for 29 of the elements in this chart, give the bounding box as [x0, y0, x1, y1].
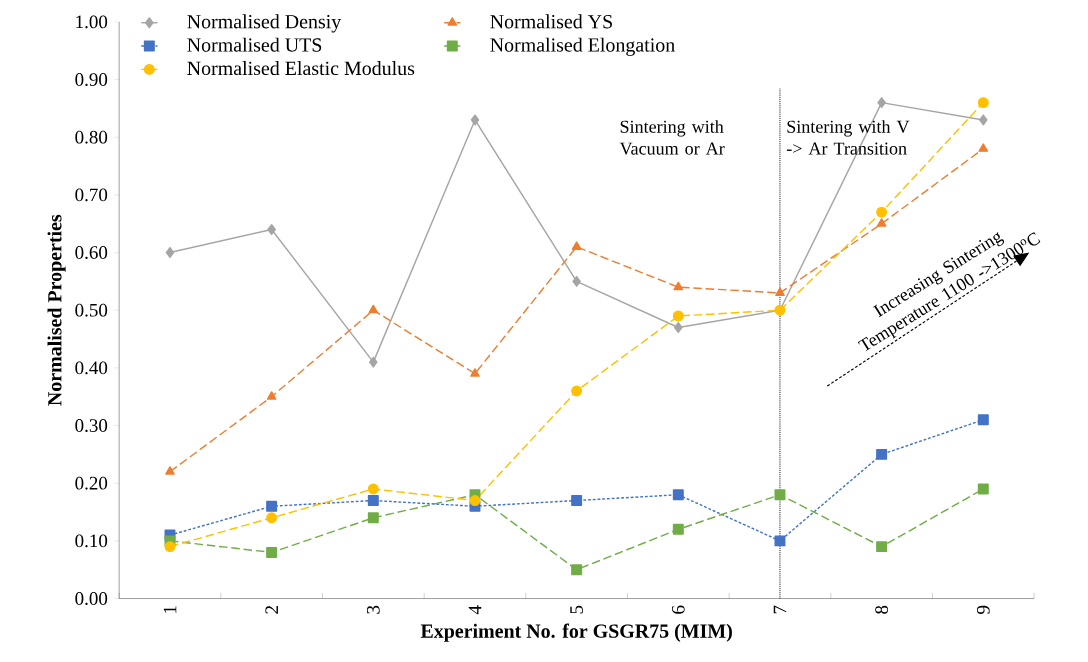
x-tick-label: 4: [468, 605, 482, 614]
y-axis-title: Normalised Properties: [47, 214, 66, 406]
legend-label: Normalised Elongation: [490, 37, 675, 56]
x-tick-label: 3: [366, 605, 380, 614]
x-axis-title: Experiment No. for GSGR75 (MIM): [420, 623, 732, 642]
y-tick-label: 0.70: [75, 188, 108, 202]
annotation: Sintering with V -> Ar Transition: [786, 119, 910, 155]
x-tick-label: 2: [265, 605, 278, 614]
x-tick-label: 7: [773, 605, 787, 614]
legend-label: Normalised UTS: [187, 37, 322, 52]
y-tick-label: 0.90: [75, 72, 108, 86]
y-tick-label: 0.50: [75, 303, 108, 317]
x-tick-label: 5: [570, 605, 583, 614]
annotation: Sintering with Vacuum or Ar: [619, 119, 725, 155]
y-tick-label: 0.30: [75, 418, 108, 432]
x-tick-label: 1: [163, 606, 177, 613]
y-tick-label: 0.40: [75, 361, 108, 375]
y-tick-label: 0.20: [75, 476, 108, 490]
y-tick-label: 0.80: [75, 130, 108, 144]
legend-label: Normalised Densiy: [187, 14, 342, 33]
x-tick-label: 8: [875, 605, 889, 614]
legend-label: Normalised Elastic Modulus: [187, 60, 415, 75]
x-tick-label: 9: [976, 605, 990, 614]
x-tick-label: 6: [671, 605, 685, 614]
y-tick-label: 0.10: [75, 534, 108, 548]
legend-label: Normalised YS: [490, 14, 612, 29]
y-tick-label: 0.60: [75, 245, 108, 259]
y-tick-label: 1.00: [76, 15, 108, 29]
y-tick-label: 0.00: [75, 591, 108, 605]
